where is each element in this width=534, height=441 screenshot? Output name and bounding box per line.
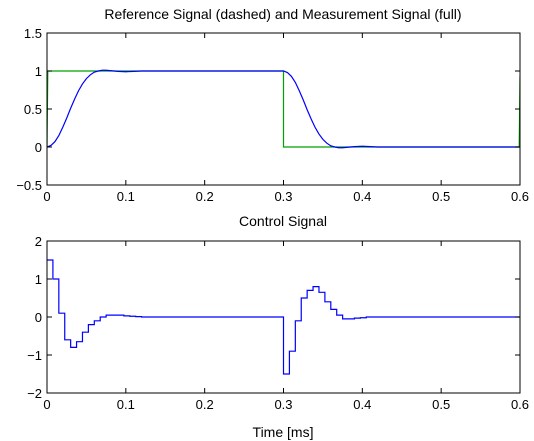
y-tick-label: −1 [27, 348, 42, 363]
y-tick-label: −0.5 [16, 178, 42, 193]
y-tick-label: 0 [35, 140, 42, 155]
y-tick-label: 1.5 [24, 26, 42, 41]
x-tick-label: 0.5 [432, 189, 450, 204]
y-tick-label: −2 [27, 386, 42, 401]
x-tick-label: 0.6 [511, 397, 529, 412]
x-tick-label: 0.3 [274, 189, 292, 204]
y-tick-label: 1 [35, 272, 42, 287]
y-tick-label: 2 [35, 234, 42, 249]
x-tick-label: 0.1 [117, 397, 135, 412]
series-line-0-0 [47, 70, 520, 148]
x-tick-label: 0.4 [353, 397, 371, 412]
series-line-0-1 [47, 69, 520, 149]
control-signal-axes: Control Signal Time [ms] 0 0.1 0.2 0.3 0.4 0.… [27, 213, 529, 440]
x-tick-label: 0.5 [432, 397, 450, 412]
y-tick-label: 0 [35, 310, 42, 325]
x-tick-label: 0.6 [511, 189, 529, 204]
x-tick-label: 0 [43, 189, 50, 204]
series-line-1-0 [47, 259, 520, 375]
x-tick-label: 0 [43, 397, 50, 412]
bottom-chart-title: Control Signal [239, 213, 327, 229]
reference-measurement-axes: Reference Signal (dashed) and Measuremen… [16, 6, 529, 204]
x-tick-label: 0.3 [274, 397, 292, 412]
top-chart-title: Reference Signal (dashed) and Measuremen… [104, 6, 461, 22]
x-tick-label: 0.1 [117, 189, 135, 204]
x-tick-label: 0.4 [353, 189, 371, 204]
x-tick-label: 0.2 [196, 189, 214, 204]
y-tick-label: 0.5 [24, 102, 42, 117]
y-tick-label: 1 [35, 64, 42, 79]
x-axis-label: Time [ms] [253, 424, 314, 440]
x-tick-label: 0.2 [196, 397, 214, 412]
